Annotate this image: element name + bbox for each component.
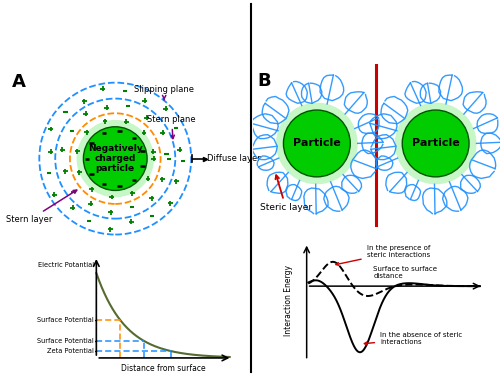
Circle shape xyxy=(284,110,350,177)
Text: A: A xyxy=(12,73,26,91)
Text: Stern plane: Stern plane xyxy=(148,115,196,139)
Text: In the absence of steric
interactions: In the absence of steric interactions xyxy=(364,332,462,345)
Text: In the presence of
steric interactions: In the presence of steric interactions xyxy=(336,245,430,265)
Circle shape xyxy=(276,103,357,184)
Text: Interaction Energy: Interaction Energy xyxy=(284,265,293,336)
Text: B: B xyxy=(258,72,271,89)
Circle shape xyxy=(76,120,154,197)
Circle shape xyxy=(84,127,147,191)
Text: Particle: Particle xyxy=(412,138,460,149)
Text: Particle: Particle xyxy=(293,138,341,149)
Text: Surface to surface
distance: Surface to surface distance xyxy=(374,266,438,279)
Text: Surface Potential: Surface Potential xyxy=(38,317,94,323)
Text: Slipping plane: Slipping plane xyxy=(134,85,194,100)
Circle shape xyxy=(402,110,469,177)
Circle shape xyxy=(395,103,476,184)
Text: Zeta Potential: Zeta Potential xyxy=(48,348,94,354)
Text: Distance from surface: Distance from surface xyxy=(120,364,206,373)
Text: Surface Potential: Surface Potential xyxy=(38,338,94,344)
Text: Electric Potantial: Electric Potantial xyxy=(38,262,94,268)
Text: Steric layer: Steric layer xyxy=(260,175,312,212)
Text: Stern layer: Stern layer xyxy=(6,190,76,224)
Text: Negatively
charged
particle: Negatively charged particle xyxy=(88,144,142,173)
Text: Diffuse layer: Diffuse layer xyxy=(207,154,261,163)
